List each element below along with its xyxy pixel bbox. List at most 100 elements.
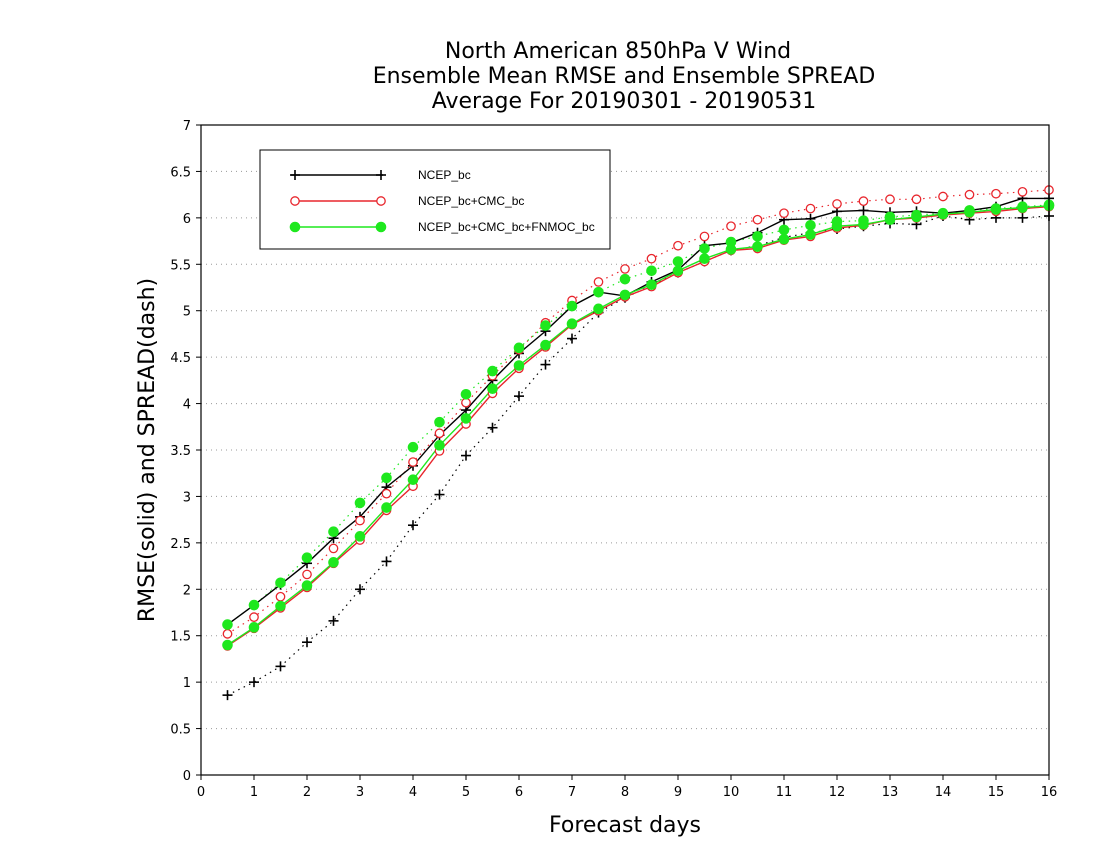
series-0-spread-point xyxy=(249,677,259,688)
series-0-spread-point xyxy=(275,661,286,672)
y-tick-label: 2 xyxy=(183,583,191,598)
series-2-spread-point xyxy=(328,526,339,538)
series-1-spread-point xyxy=(885,194,895,205)
x-tick-label: 2 xyxy=(303,785,311,800)
series-2-spread-point xyxy=(354,497,366,509)
series-0-spread-point xyxy=(461,450,471,461)
series-2-spread-point xyxy=(407,441,419,453)
series-0-spread-point xyxy=(328,615,339,626)
series-1-spread-point xyxy=(673,240,683,251)
series-1-spread-point xyxy=(964,189,975,200)
series-2-rmse-point xyxy=(540,339,551,351)
y-tick-label: 1 xyxy=(183,676,191,691)
series-2-spread-point xyxy=(593,286,604,298)
x-tick-label: 12 xyxy=(829,785,846,800)
legend: NCEP_bc NCEP_bc+CMC_bc NCEP_bc+CMC_bc+FNMO… xyxy=(259,149,611,250)
x-tick-label: 1 xyxy=(250,785,258,800)
series-2-rmse-point xyxy=(831,220,843,232)
series-2-rmse-point xyxy=(858,219,869,230)
series-2-rmse-point xyxy=(778,233,790,245)
series-0-spread-point xyxy=(302,637,312,648)
series-2-spread-point xyxy=(381,472,392,484)
series-0-spread-point xyxy=(408,520,418,531)
x-tick-label: 14 xyxy=(935,785,952,800)
series-2-spread-point xyxy=(222,619,233,630)
series-1-rmse-line xyxy=(227,206,1050,647)
series-2-rmse-point xyxy=(487,383,498,395)
series-2-rmse-point xyxy=(513,360,525,371)
legend-label: NCEP_bc xyxy=(418,168,471,182)
series-1-spread-point xyxy=(620,264,630,274)
series-1-spread-point xyxy=(355,515,365,526)
series-2-spread-point xyxy=(752,231,763,242)
legend-label: NCEP_bc+CMC_bc xyxy=(418,194,524,208)
x-tick-label: 7 xyxy=(568,785,576,800)
x-tick-label: 15 xyxy=(988,785,1005,800)
series-1-spread-point xyxy=(408,457,418,467)
series-2-rmse-line xyxy=(227,205,1050,646)
series-1-spread-point xyxy=(938,191,948,202)
legend-marker xyxy=(289,221,301,233)
series-2-rmse-point xyxy=(752,241,763,252)
series-2-spread-point xyxy=(699,243,710,254)
y-tick-label: 7 xyxy=(183,119,191,134)
legend-box xyxy=(259,149,611,250)
series-2-rmse-point xyxy=(1017,202,1028,213)
series-2-rmse-point xyxy=(672,265,684,277)
series-1-spread-point xyxy=(275,591,286,602)
series-2-rmse-point xyxy=(964,206,975,218)
series-1-spread-point xyxy=(328,543,339,554)
series-1-spread-point xyxy=(858,196,869,206)
series-1-spread-point xyxy=(646,253,657,264)
legend-marker xyxy=(290,170,300,180)
series-2-rmse-point xyxy=(619,289,631,301)
series-2-spread-point xyxy=(301,552,313,564)
y-tick-label: 3.5 xyxy=(170,444,191,459)
series-2-rmse-point xyxy=(566,318,578,330)
series-2-spread-point xyxy=(248,599,260,611)
series-1-spread-point xyxy=(779,208,789,219)
series-2-rmse-point xyxy=(884,214,896,226)
series-2-rmse-point xyxy=(460,413,472,424)
series-1-spread-point xyxy=(832,199,842,209)
series-0-spread-point xyxy=(222,690,233,701)
axis-ticks: 00.511.522.533.544.555.566.570 1 2 3 4 5 6 7 8 9 1… xyxy=(170,119,1057,800)
x-tick-label: 8 xyxy=(621,785,629,800)
series-2-spread-point xyxy=(646,265,657,277)
series-2-rmse-point xyxy=(354,531,366,542)
x-axis-label: Forecast days xyxy=(549,813,701,838)
series-2-rmse-point xyxy=(301,580,313,591)
x-tick-label: 5 xyxy=(462,785,470,800)
series-0-rmse-line xyxy=(227,197,1049,626)
y-tick-label: 0 xyxy=(183,769,191,784)
legend-marker xyxy=(290,196,300,206)
y-tick-label: 5.5 xyxy=(170,258,191,273)
y-tick-label: 1.5 xyxy=(170,630,191,645)
x-tick-label: 13 xyxy=(882,785,899,800)
y-tick-label: 4.5 xyxy=(170,351,191,366)
x-tick-label: 11 xyxy=(776,785,793,800)
grid xyxy=(201,170,1049,730)
title-line-1: North American 850hPa V Wind xyxy=(445,39,791,64)
series-1-spread-point xyxy=(726,221,736,232)
series-2-spread-point xyxy=(513,342,525,354)
series-0-spread-point xyxy=(434,489,445,500)
series-1-spread-point xyxy=(381,488,392,499)
y-tick-label: 6.5 xyxy=(170,165,191,180)
series-1-spread-point xyxy=(249,612,259,622)
series-1-spread-point xyxy=(699,231,710,242)
series-2-spread-point xyxy=(672,256,684,267)
series-0-rmse-point xyxy=(858,205,869,216)
series-2-spread-point xyxy=(805,219,816,231)
series-2-spread-point xyxy=(566,300,578,312)
series-0-spread-point xyxy=(381,556,392,567)
x-tick-label: 16 xyxy=(1041,785,1058,800)
legend-marker xyxy=(375,221,387,233)
x-tick-label: 6 xyxy=(515,785,523,800)
y-tick-label: 3 xyxy=(183,490,191,505)
x-tick-label: 9 xyxy=(674,785,682,800)
y-tick-label: 0.5 xyxy=(170,723,191,738)
x-tick-label: 4 xyxy=(409,785,417,800)
series-2-spread-point xyxy=(540,320,551,331)
